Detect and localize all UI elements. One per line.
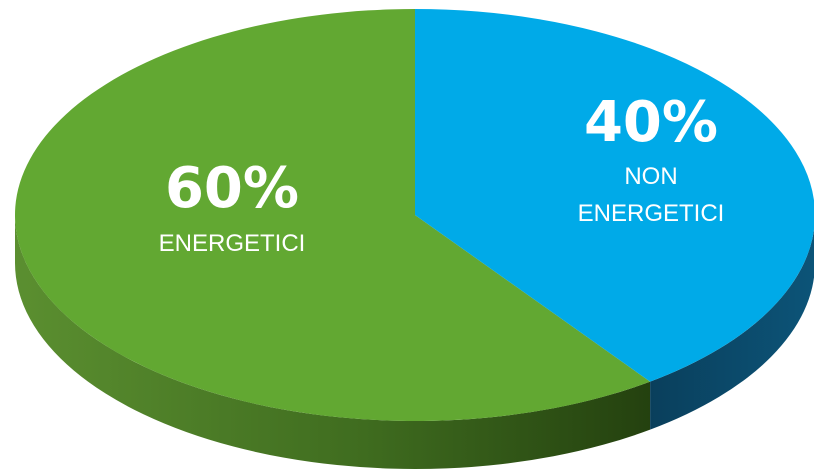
- slice-1-percent: 40%: [584, 90, 718, 155]
- slice-1-side-0: [650, 228, 814, 430]
- slice-1-top: [415, 9, 814, 382]
- slice-1-label-line1: NON: [624, 163, 677, 190]
- slice-0-percent: 60%: [165, 156, 299, 221]
- slice-0-label: ENERGETICI: [159, 230, 306, 257]
- slice-0-side-0: [15, 215, 651, 469]
- pie-top-layer: [14, 9, 814, 422]
- pie-side-layer: [15, 215, 814, 469]
- slice-0-top: [14, 9, 651, 422]
- slice-1-label-line2: ENERGETICI: [578, 200, 725, 227]
